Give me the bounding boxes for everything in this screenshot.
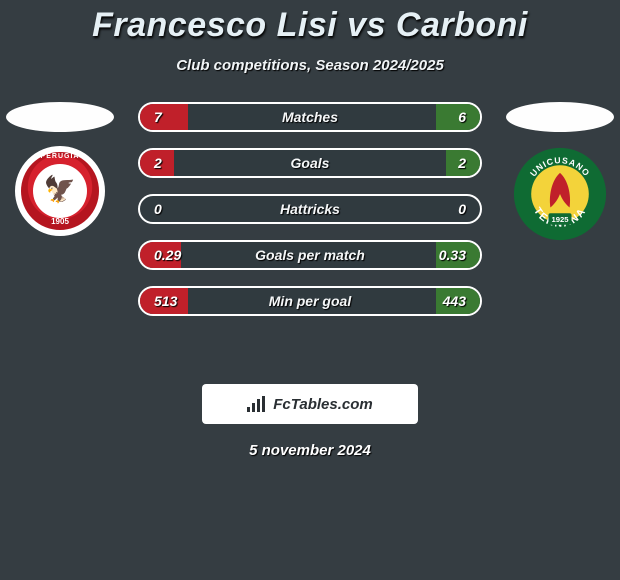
stat-value-right: 443 bbox=[410, 293, 480, 309]
bars-icon bbox=[247, 396, 265, 412]
stat-value-right: 6 bbox=[410, 109, 480, 125]
comparison-body: PERUGIA 🦅 1905 UNICUSANO bbox=[0, 102, 620, 362]
attribution-text: FcTables.com bbox=[273, 396, 372, 413]
crest-ternana-badge: UNICUSANO TERNANA 1925 bbox=[512, 146, 608, 242]
crest-left: PERUGIA 🦅 1905 bbox=[10, 146, 110, 240]
crest-right: UNICUSANO TERNANA 1925 bbox=[510, 146, 610, 240]
stats-list: 7Matches6 2Goals2 0Hattricks0 0.29Goals per… bbox=[138, 102, 482, 332]
stat-value-left: 7 bbox=[140, 109, 210, 125]
stat-label: Matches bbox=[210, 109, 410, 125]
player-left-silhouette bbox=[6, 102, 114, 132]
stat-label: Goals bbox=[210, 155, 410, 171]
griffin-icon: 🦅 bbox=[44, 174, 76, 205]
crest-left-toptext: PERUGIA bbox=[21, 153, 99, 160]
stat-value-right: 0 bbox=[410, 201, 480, 217]
player-right-silhouette bbox=[506, 102, 614, 132]
subtitle: Club competitions, Season 2024/2025 bbox=[0, 57, 620, 74]
stat-value-right: 2 bbox=[410, 155, 480, 171]
generated-date: 5 november 2024 bbox=[0, 442, 620, 459]
ternana-svg-icon: UNICUSANO TERNANA 1925 bbox=[512, 146, 608, 242]
stat-value-left: 0 bbox=[140, 201, 210, 217]
stat-row: 7Matches6 bbox=[138, 102, 482, 132]
stat-row: 2Goals2 bbox=[138, 148, 482, 178]
page-title: Francesco Lisi vs Carboni bbox=[0, 0, 620, 45]
stat-label: Goals per match bbox=[210, 247, 410, 263]
stat-value-left: 2 bbox=[140, 155, 210, 171]
stat-value-left: 0.29 bbox=[140, 247, 210, 263]
stat-label: Hattricks bbox=[210, 201, 410, 217]
stat-value-right: 0.33 bbox=[410, 247, 480, 263]
stat-label: Min per goal bbox=[210, 293, 410, 309]
player-left-column: PERUGIA 🦅 1905 bbox=[0, 102, 120, 240]
stat-row: 513Min per goal443 bbox=[138, 286, 482, 316]
stat-value-left: 513 bbox=[140, 293, 210, 309]
crest-left-year: 1905 bbox=[21, 217, 99, 226]
stat-row: 0Hattricks0 bbox=[138, 194, 482, 224]
crest-perugia-badge: PERUGIA 🦅 1905 bbox=[15, 146, 105, 236]
comparison-card: Francesco Lisi vs Carboni Club competiti… bbox=[0, 0, 620, 580]
crest-right-year: 1925 bbox=[551, 215, 569, 224]
attribution-badge: FcTables.com bbox=[202, 384, 418, 424]
stat-row: 0.29Goals per match0.33 bbox=[138, 240, 482, 270]
player-right-column: UNICUSANO TERNANA 1925 bbox=[500, 102, 620, 240]
